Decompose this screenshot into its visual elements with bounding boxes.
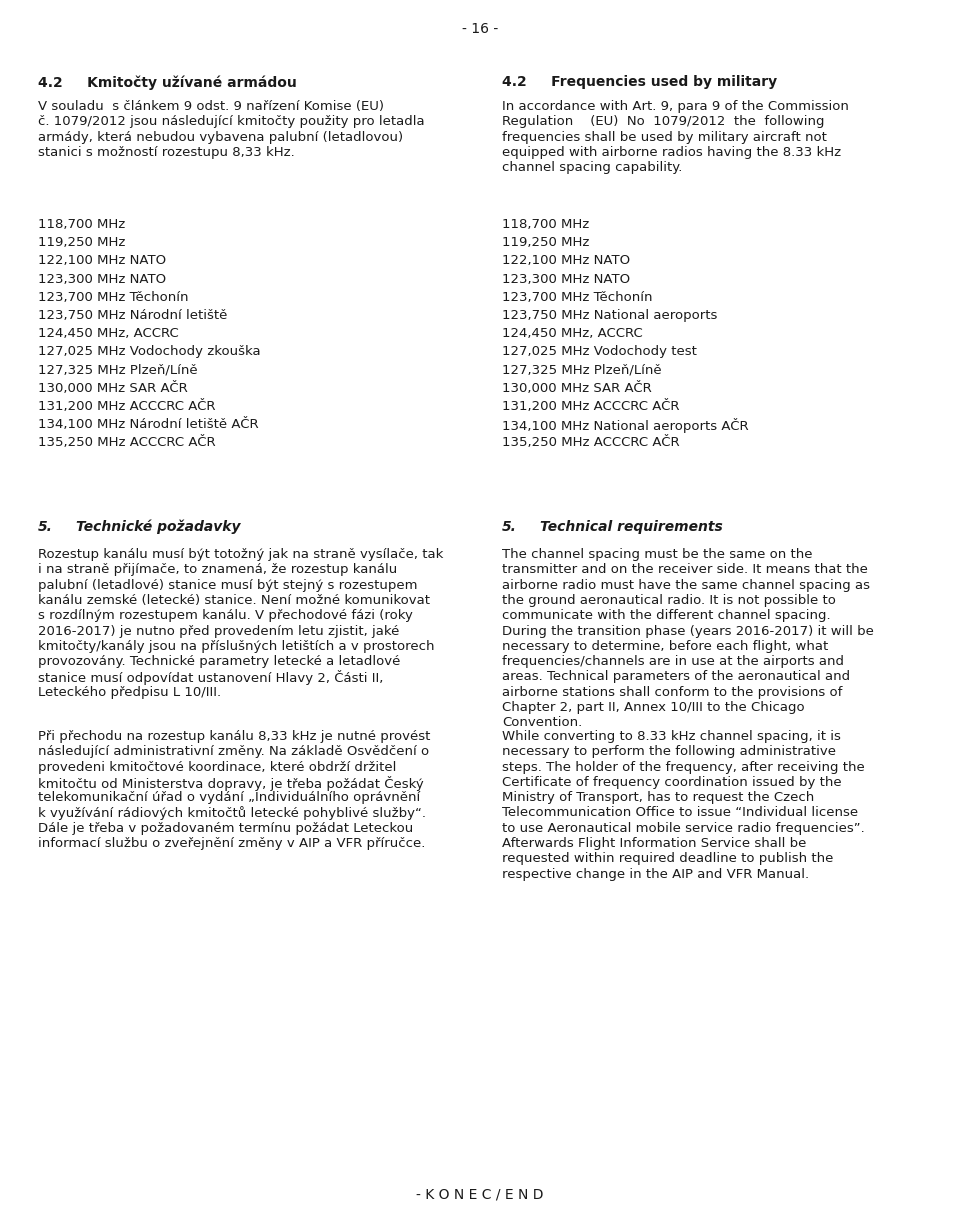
Text: Afterwards Flight Information Service shall be: Afterwards Flight Information Service sh… (502, 837, 806, 850)
Text: 118,700 MHz: 118,700 MHz (38, 217, 125, 231)
Text: kmitočtu od Ministerstva dopravy, je třeba požádat Český: kmitočtu od Ministerstva dopravy, je tře… (38, 776, 423, 791)
Text: 131,200 MHz ACCCRC AČR: 131,200 MHz ACCCRC AČR (38, 400, 215, 413)
Text: kanálu zemské (letecké) stanice. Není možné komunikovat: kanálu zemské (letecké) stanice. Není mo… (38, 594, 430, 608)
Text: - K O N E C / E N D: - K O N E C / E N D (417, 1188, 543, 1202)
Text: 4.2     Frequencies used by military: 4.2 Frequencies used by military (502, 75, 778, 89)
Text: Technical requirements: Technical requirements (540, 520, 723, 535)
Text: 119,250 MHz: 119,250 MHz (38, 236, 126, 249)
Text: The channel spacing must be the same on the: The channel spacing must be the same on … (502, 548, 812, 561)
Text: Regulation    (EU)  No  1079/2012  the  following: Regulation (EU) No 1079/2012 the followi… (502, 115, 825, 129)
Text: Technické požadavky: Technické požadavky (76, 520, 241, 535)
Text: kmitočty/kanály jsou na příslušných letištích a v prostorech: kmitočty/kanály jsou na příslušných leti… (38, 640, 435, 652)
Text: communicate with the different channel spacing.: communicate with the different channel s… (502, 609, 830, 622)
Text: telekomunikační úřad o vydání „Individuálního oprávnění: telekomunikační úřad o vydání „Individuá… (38, 791, 420, 804)
Text: 123,750 MHz Národní letiště: 123,750 MHz Národní letiště (38, 309, 228, 322)
Text: 119,250 MHz: 119,250 MHz (502, 236, 589, 249)
Text: armády, která nebudou vybavena palubní (letadlovou): armády, která nebudou vybavena palubní (… (38, 130, 403, 143)
Text: 135,250 MHz ACCCRC AČR: 135,250 MHz ACCCRC AČR (38, 436, 216, 450)
Text: 123,750 MHz National aeroports: 123,750 MHz National aeroports (502, 309, 717, 322)
Text: 127,325 MHz Plzeň/Líně: 127,325 MHz Plzeň/Líně (38, 363, 198, 377)
Text: informací službu o zveřejnění změny v AIP a VFR příručce.: informací službu o zveřejnění změny v AI… (38, 837, 425, 850)
Text: airborne stations shall conform to the provisions of: airborne stations shall conform to the p… (502, 685, 842, 699)
Text: requested within required deadline to publish the: requested within required deadline to pu… (502, 853, 833, 865)
Text: During the transition phase (years 2016-2017) it will be: During the transition phase (years 2016-… (502, 625, 874, 638)
Text: Ministry of Transport, has to request the Czech: Ministry of Transport, has to request th… (502, 791, 814, 804)
Text: 5.: 5. (38, 520, 53, 535)
Text: necessary to perform the following administrative: necessary to perform the following admin… (502, 745, 836, 758)
Text: 123,700 MHz Těchonín: 123,700 MHz Těchonín (38, 290, 188, 304)
Text: 134,100 MHz National aeroports AČR: 134,100 MHz National aeroports AČR (502, 418, 749, 434)
Text: 130,000 MHz SAR AČR: 130,000 MHz SAR AČR (502, 382, 652, 395)
Text: to use Aeronautical mobile service radio frequencies”.: to use Aeronautical mobile service radio… (502, 821, 865, 835)
Text: necessary to determine, before each flight, what: necessary to determine, before each flig… (502, 640, 828, 652)
Text: 4.2     Kmitočty užívané armádou: 4.2 Kmitočty užívané armádou (38, 75, 297, 90)
Text: 131,200 MHz ACCCRC AČR: 131,200 MHz ACCCRC AČR (502, 400, 680, 413)
Text: č. 1079/2012 jsou následující kmitočty použity pro letadla: č. 1079/2012 jsou následující kmitočty p… (38, 115, 424, 129)
Text: frequencies shall be used by military aircraft not: frequencies shall be used by military ai… (502, 130, 827, 143)
Text: V souladu  s článkem 9 odst. 9 nařízení Komise (EU): V souladu s článkem 9 odst. 9 nařízení K… (38, 100, 384, 113)
Text: 124,450 MHz, ACCRC: 124,450 MHz, ACCRC (502, 327, 643, 340)
Text: 122,100 MHz NATO: 122,100 MHz NATO (502, 254, 630, 267)
Text: 127,025 MHz Vodochody test: 127,025 MHz Vodochody test (502, 345, 697, 358)
Text: 123,300 MHz NATO: 123,300 MHz NATO (38, 272, 166, 286)
Text: Leteckého předpisu L 10/III.: Leteckého předpisu L 10/III. (38, 685, 221, 699)
Text: Certificate of frequency coordination issued by the: Certificate of frequency coordination is… (502, 776, 842, 789)
Text: následující administrativní změny. Na základě Osvědčení o: následující administrativní změny. Na zá… (38, 745, 429, 758)
Text: 127,325 MHz Plzeň/Líně: 127,325 MHz Plzeň/Líně (502, 363, 661, 377)
Text: provedeni kmitočtové koordinace, které obdrží držitel: provedeni kmitočtové koordinace, které o… (38, 761, 396, 774)
Text: Dále je třeba v požadovaném termínu požádat Leteckou: Dále je třeba v požadovaném termínu požá… (38, 821, 413, 835)
Text: In accordance with Art. 9, para 9 of the Commission: In accordance with Art. 9, para 9 of the… (502, 100, 849, 113)
Text: palubní (letadlové) stanice musí být stejný s rozestupem: palubní (letadlové) stanice musí být ste… (38, 578, 418, 592)
Text: frequencies/channels are in use at the airports and: frequencies/channels are in use at the a… (502, 655, 844, 668)
Text: 5.: 5. (502, 520, 516, 535)
Text: k využívání rádiových kmitočtů letecké pohyblivé služby“.: k využívání rádiových kmitočtů letecké p… (38, 807, 426, 820)
Text: areas. Technical parameters of the aeronautical and: areas. Technical parameters of the aeron… (502, 671, 851, 683)
Text: 130,000 MHz SAR AČR: 130,000 MHz SAR AČR (38, 382, 188, 395)
Text: 123,300 MHz NATO: 123,300 MHz NATO (502, 272, 630, 286)
Text: 122,100 MHz NATO: 122,100 MHz NATO (38, 254, 166, 267)
Text: stanici s možností rozestupu 8,33 kHz.: stanici s možností rozestupu 8,33 kHz. (38, 146, 295, 159)
Text: respective change in the AIP and VFR Manual.: respective change in the AIP and VFR Man… (502, 868, 809, 881)
Text: Chapter 2, part II, Annex 10/III to the Chicago: Chapter 2, part II, Annex 10/III to the … (502, 701, 804, 714)
Text: 123,700 MHz Těchonín: 123,700 MHz Těchonín (502, 290, 653, 304)
Text: i na straně přijímače, to znamená, že rozestup kanálu: i na straně přijímače, to znamená, že ro… (38, 564, 397, 576)
Text: stanice musí odpovídat ustanovení Hlavy 2, Části II,: stanice musí odpovídat ustanovení Hlavy … (38, 671, 383, 685)
Text: provozovány. Technické parametry letecké a letadlové: provozovány. Technické parametry letecké… (38, 655, 400, 668)
Text: Při přechodu na rozestup kanálu 8,33 kHz je nutné provést: Při přechodu na rozestup kanálu 8,33 kHz… (38, 730, 430, 744)
Text: 127,025 MHz Vodochody zkouška: 127,025 MHz Vodochody zkouška (38, 345, 260, 358)
Text: transmitter and on the receiver side. It means that the: transmitter and on the receiver side. It… (502, 564, 868, 576)
Text: Rozestup kanálu musí být totožný jak na straně vysílače, tak: Rozestup kanálu musí být totožný jak na … (38, 548, 444, 561)
Text: Telecommunication Office to issue “Individual license: Telecommunication Office to issue “Indiv… (502, 807, 858, 819)
Text: steps. The holder of the frequency, after receiving the: steps. The holder of the frequency, afte… (502, 761, 865, 774)
Text: s rozdílným rozestupem kanálu. V přechodové fázi (roky: s rozdílným rozestupem kanálu. V přechod… (38, 609, 413, 622)
Text: the ground aeronautical radio. It is not possible to: the ground aeronautical radio. It is not… (502, 594, 836, 608)
Text: While converting to 8.33 kHz channel spacing, it is: While converting to 8.33 kHz channel spa… (502, 730, 841, 744)
Text: airborne radio must have the same channel spacing as: airborne radio must have the same channe… (502, 578, 870, 592)
Text: 135,250 MHz ACCCRC AČR: 135,250 MHz ACCCRC AČR (502, 436, 680, 450)
Text: channel spacing capability.: channel spacing capability. (502, 162, 683, 174)
Text: Convention.: Convention. (502, 717, 583, 729)
Text: 124,450 MHz, ACCRC: 124,450 MHz, ACCRC (38, 327, 179, 340)
Text: 2016-2017) je nutno před provedením letu zjistit, jaké: 2016-2017) je nutno před provedením letu… (38, 625, 399, 638)
Text: 118,700 MHz: 118,700 MHz (502, 217, 589, 231)
Text: equipped with airborne radios having the 8.33 kHz: equipped with airborne radios having the… (502, 146, 841, 159)
Text: 134,100 MHz Národní letiště AČR: 134,100 MHz Národní letiště AČR (38, 418, 258, 431)
Text: - 16 -: - 16 - (462, 22, 498, 36)
